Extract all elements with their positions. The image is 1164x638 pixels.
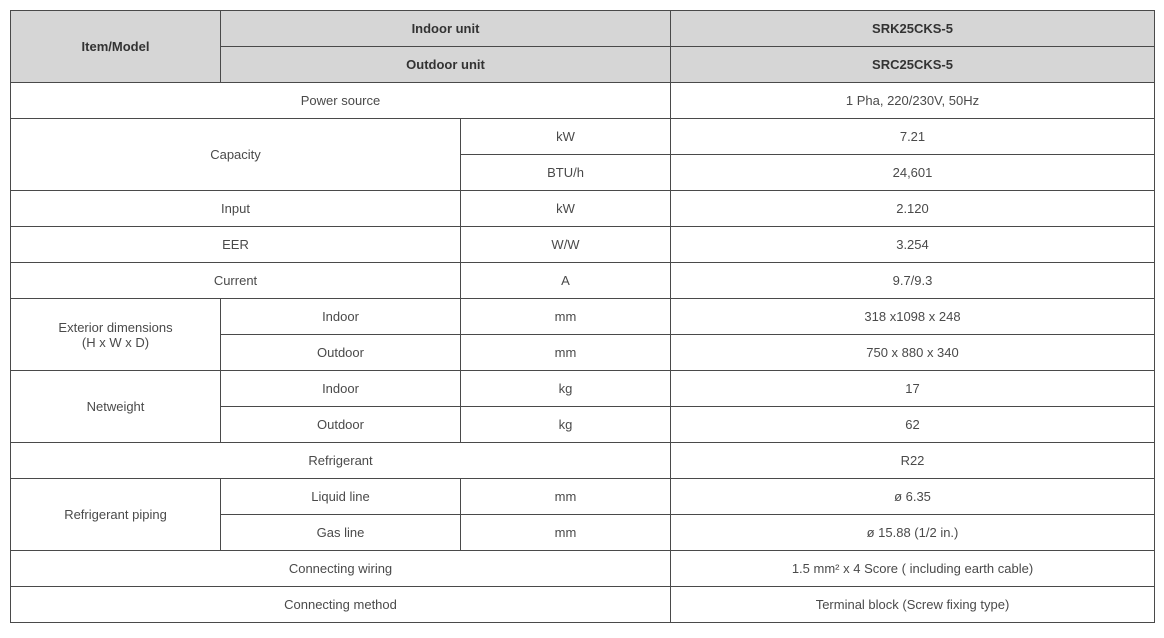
value-refrigerant: R22 [671, 443, 1155, 479]
sub-ext-dim-indoor: Indoor [221, 299, 461, 335]
label-ext-dim: Exterior dimensions (H x W x D) [11, 299, 221, 371]
value-eer: 3.254 [671, 227, 1155, 263]
spec-table: Item/Model Indoor unit SRK25CKS-5 Outdoo… [10, 10, 1155, 623]
label-netweight: Netweight [11, 371, 221, 443]
unit-netweight-outdoor: kg [461, 407, 671, 443]
table-row: Power source 1 Pha, 220/230V, 50Hz [11, 83, 1155, 119]
unit-current: A [461, 263, 671, 299]
table-row: Capacity kW 7.21 [11, 119, 1155, 155]
label-power-source: Power source [11, 83, 671, 119]
value-netweight-outdoor: 62 [671, 407, 1155, 443]
value-power-source: 1 Pha, 220/230V, 50Hz [671, 83, 1155, 119]
header-outdoor-unit: Outdoor unit [221, 47, 671, 83]
label-connecting-method: Connecting method [11, 587, 671, 623]
header-model-indoor: SRK25CKS-5 [671, 11, 1155, 47]
unit-piping-liquid: mm [461, 479, 671, 515]
value-piping-liquid: ø 6.35 [671, 479, 1155, 515]
sub-piping-liquid: Liquid line [221, 479, 461, 515]
unit-ext-dim-outdoor: mm [461, 335, 671, 371]
label-ext-dim-line1: Exterior dimensions [58, 320, 172, 335]
value-ext-dim-outdoor: 750 x 880 x 340 [671, 335, 1155, 371]
table-row: Netweight Indoor kg 17 [11, 371, 1155, 407]
table-row: Input kW 2.120 [11, 191, 1155, 227]
value-capacity-kw: 7.21 [671, 119, 1155, 155]
label-input: Input [11, 191, 461, 227]
sub-ext-dim-outdoor: Outdoor [221, 335, 461, 371]
table-row: Item/Model Indoor unit SRK25CKS-5 [11, 11, 1155, 47]
sub-piping-gas: Gas line [221, 515, 461, 551]
table-row: Exterior dimensions (H x W x D) Indoor m… [11, 299, 1155, 335]
value-connecting-method: Terminal block (Screw fixing type) [671, 587, 1155, 623]
label-connecting-wiring: Connecting wiring [11, 551, 671, 587]
table-row: Connecting method Terminal block (Screw … [11, 587, 1155, 623]
table-row: Current A 9.7/9.3 [11, 263, 1155, 299]
value-input: 2.120 [671, 191, 1155, 227]
header-indoor-unit: Indoor unit [221, 11, 671, 47]
label-capacity: Capacity [11, 119, 461, 191]
unit-netweight-indoor: kg [461, 371, 671, 407]
unit-ext-dim-indoor: mm [461, 299, 671, 335]
table-row: EER W/W 3.254 [11, 227, 1155, 263]
label-eer: EER [11, 227, 461, 263]
sub-netweight-outdoor: Outdoor [221, 407, 461, 443]
label-current: Current [11, 263, 461, 299]
unit-eer: W/W [461, 227, 671, 263]
unit-capacity-kw: kW [461, 119, 671, 155]
value-piping-gas: ø 15.88 (1/2 in.) [671, 515, 1155, 551]
label-piping: Refrigerant piping [11, 479, 221, 551]
table-row: Refrigerant R22 [11, 443, 1155, 479]
label-refrigerant: Refrigerant [11, 443, 671, 479]
unit-capacity-btu: BTU/h [461, 155, 671, 191]
value-ext-dim-indoor: 318 x1098 x 248 [671, 299, 1155, 335]
value-netweight-indoor: 17 [671, 371, 1155, 407]
header-model-outdoor: SRC25CKS-5 [671, 47, 1155, 83]
value-capacity-btu: 24,601 [671, 155, 1155, 191]
header-item-model: Item/Model [11, 11, 221, 83]
unit-input: kW [461, 191, 671, 227]
sub-netweight-indoor: Indoor [221, 371, 461, 407]
value-current: 9.7/9.3 [671, 263, 1155, 299]
unit-piping-gas: mm [461, 515, 671, 551]
value-connecting-wiring: 1.5 mm² x 4 Score ( including earth cabl… [671, 551, 1155, 587]
table-row: Connecting wiring 1.5 mm² x 4 Score ( in… [11, 551, 1155, 587]
label-ext-dim-line2: (H x W x D) [82, 335, 149, 350]
table-row: Refrigerant piping Liquid line mm ø 6.35 [11, 479, 1155, 515]
